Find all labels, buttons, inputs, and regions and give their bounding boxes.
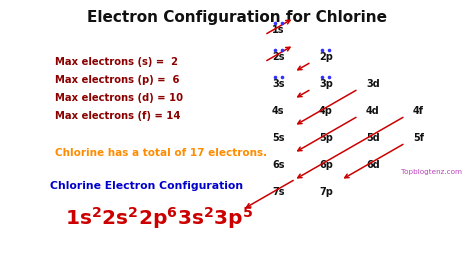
Text: 5f: 5f [413,133,424,143]
Text: $\mathbf{1s^{2}2s^{2}2p^{6}3s^{2}3p^{5}}$: $\mathbf{1s^{2}2s^{2}2p^{6}3s^{2}3p^{5}}… [65,205,253,231]
Text: 2s: 2s [272,52,284,62]
Text: 1s: 1s [272,25,284,35]
Text: 7p: 7p [319,187,333,197]
Text: Chlorine Electron Configuration: Chlorine Electron Configuration [50,181,243,191]
Text: 6d: 6d [366,160,380,170]
Text: 3s: 3s [272,79,284,89]
Text: 5p: 5p [319,133,333,143]
Text: Max electrons (d) = 10: Max electrons (d) = 10 [55,93,183,103]
Text: 6p: 6p [319,160,333,170]
Text: 7s: 7s [272,187,284,197]
Text: Max electrons (f) = 14: Max electrons (f) = 14 [55,111,181,121]
Text: Topblogtenz.com: Topblogtenz.com [401,169,462,175]
Text: 2p: 2p [319,52,333,62]
Text: Max electrons (s) =  2: Max electrons (s) = 2 [55,57,178,67]
Text: 6s: 6s [272,160,284,170]
Text: Electron Configuration for Chlorine: Electron Configuration for Chlorine [87,10,387,25]
Text: Chlorine has a total of 17 electrons.: Chlorine has a total of 17 electrons. [55,148,267,158]
Text: 4p: 4p [319,106,333,116]
Text: 4d: 4d [366,106,380,116]
Text: 5d: 5d [366,133,380,143]
Text: 4s: 4s [272,106,284,116]
Text: 5s: 5s [272,133,284,143]
Text: Max electrons (p) =  6: Max electrons (p) = 6 [55,75,180,85]
Text: 4f: 4f [413,106,424,116]
Text: 3d: 3d [366,79,380,89]
Text: 3p: 3p [319,79,333,89]
